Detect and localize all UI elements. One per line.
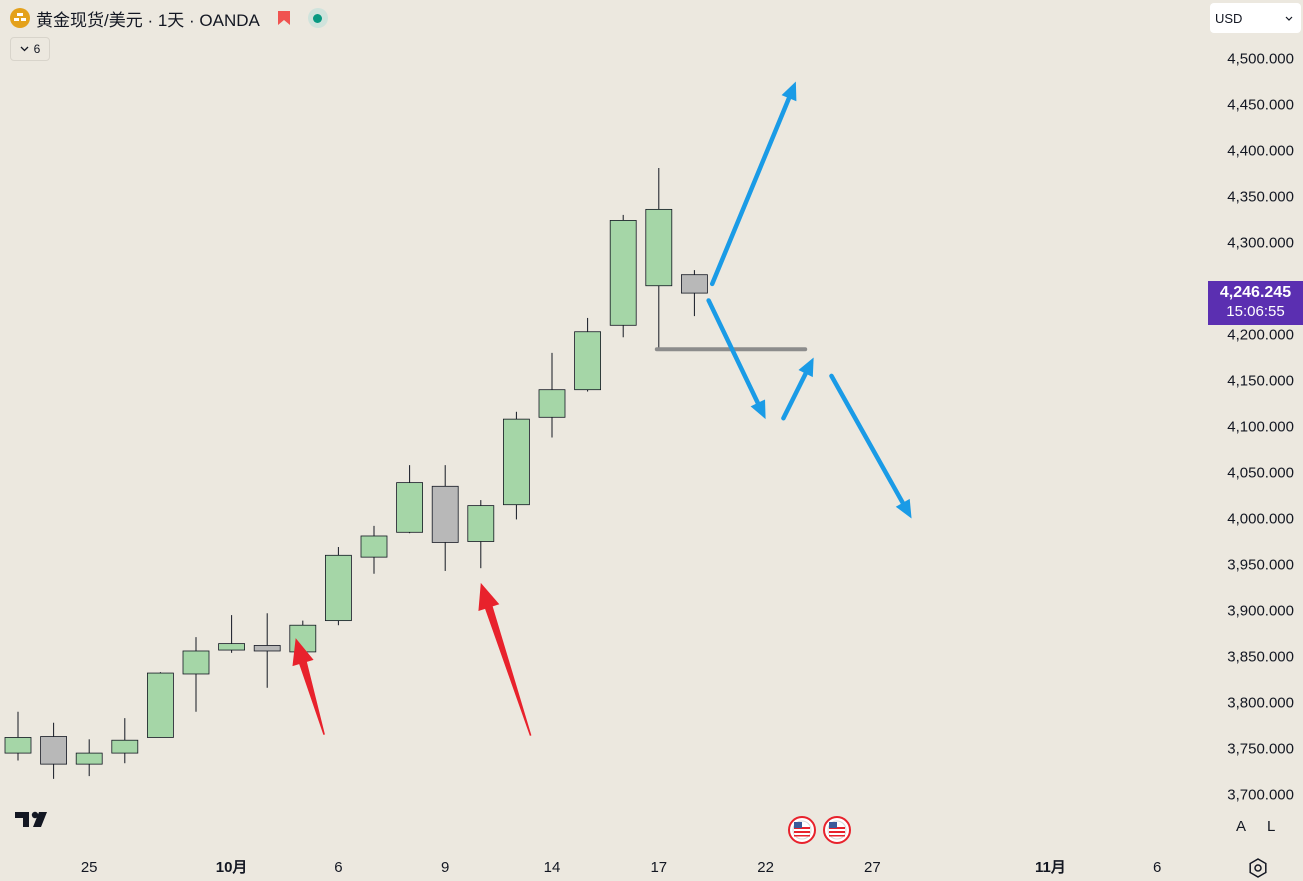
candle-up: [218, 643, 246, 651]
candle-up: [182, 650, 210, 675]
bar-countdown: 15:06:55: [1226, 303, 1285, 320]
chevron-down-icon: [1285, 16, 1293, 21]
log-scale-button[interactable]: L: [1267, 818, 1276, 835]
tradingview-logo-icon[interactable]: [14, 808, 54, 830]
candle-up: [502, 418, 530, 506]
red-arrow[interactable]: [478, 582, 532, 736]
red-arrow[interactable]: [292, 638, 325, 735]
x-axis-tick-label: 27: [864, 859, 881, 876]
x-axis-tick-label: 6: [1153, 859, 1161, 876]
candle-down: [431, 485, 459, 543]
blue-projection-arrow[interactable]: [781, 357, 814, 421]
blue-projection-arrow[interactable]: [829, 373, 912, 519]
y-axis-tick-label: 4,100.000: [1227, 419, 1294, 436]
flag-icon[interactable]: [276, 10, 292, 26]
y-axis-tick-label: 3,850.000: [1227, 649, 1294, 666]
symbol-header[interactable]: 黄金现货/美元 · 1天 · OANDA: [10, 6, 328, 30]
currency-select[interactable]: USD: [1210, 3, 1301, 33]
symbol-title: 黄金现货/美元 · 1天 · OANDA: [36, 10, 260, 30]
x-axis-tick-label: 9: [441, 859, 449, 876]
y-axis-tick-label: 3,950.000: [1227, 557, 1294, 574]
indicators-toggle-button[interactable]: 6: [10, 37, 50, 61]
last-price-badge: 4,246.245 15:06:55: [1208, 281, 1303, 325]
currency-value: USD: [1215, 10, 1243, 26]
x-axis-tick-label: 11月: [1035, 859, 1066, 876]
candle-up: [4, 737, 32, 754]
y-axis-tick-label: 4,400.000: [1227, 143, 1294, 160]
last-price: 4,246.245: [1219, 284, 1292, 301]
y-axis-tick-label: 4,500.000: [1227, 51, 1294, 68]
candle-up: [467, 505, 495, 542]
candle-down: [253, 645, 281, 652]
candle-down: [681, 274, 708, 294]
y-axis-tick-label: 4,350.000: [1227, 189, 1294, 206]
y-axis-tick-label: 3,800.000: [1227, 695, 1294, 712]
candle-up: [609, 220, 637, 326]
y-axis-tick-label: 3,750.000: [1227, 741, 1294, 758]
y-axis-tick-label: 3,900.000: [1227, 603, 1294, 620]
y-axis-tick-label: 4,150.000: [1227, 373, 1294, 390]
blue-projection-arrow[interactable]: [706, 298, 766, 420]
us-economic-event-icon[interactable]: [823, 816, 851, 844]
x-axis-tick-label: 25: [81, 859, 98, 876]
y-axis-tick-label: 4,050.000: [1227, 465, 1294, 482]
y-axis-tick-label: 4,450.000: [1227, 97, 1294, 114]
candle-up: [538, 389, 566, 418]
candle-up: [111, 739, 139, 754]
auto-scale-button[interactable]: A: [1236, 818, 1247, 835]
x-axis-tick-label: 17: [650, 859, 667, 876]
candle-down: [40, 736, 67, 765]
x-axis-tick-label: 14: [544, 859, 561, 876]
candle-up: [146, 672, 174, 738]
settings-gear-icon[interactable]: [1247, 857, 1269, 879]
blue-projection-arrow[interactable]: [709, 81, 797, 287]
market-open-icon: [307, 8, 328, 28]
candle-up: [574, 331, 601, 391]
candle-up: [75, 752, 103, 765]
candle-up: [396, 482, 424, 533]
x-axis-tick-label: 6: [334, 859, 342, 876]
y-axis-tick-label: 4,200.000: [1227, 327, 1294, 344]
candle-up: [645, 208, 673, 287]
candle-up: [360, 535, 388, 558]
x-axis-tick-label: 10月: [216, 859, 248, 876]
us-economic-event-icon[interactable]: [788, 816, 816, 844]
y-axis-tick-label: 4,300.000: [1227, 235, 1294, 252]
indicator-count: 6: [33, 42, 41, 56]
candle-up: [324, 554, 352, 622]
chevron-down-icon: [20, 46, 29, 52]
x-axis-tick-label: 22: [757, 859, 774, 876]
y-axis-tick-label: 4,000.000: [1227, 511, 1294, 528]
gold-symbol-icon: [10, 8, 30, 28]
y-axis-tick-label: 3,700.000: [1227, 787, 1294, 804]
